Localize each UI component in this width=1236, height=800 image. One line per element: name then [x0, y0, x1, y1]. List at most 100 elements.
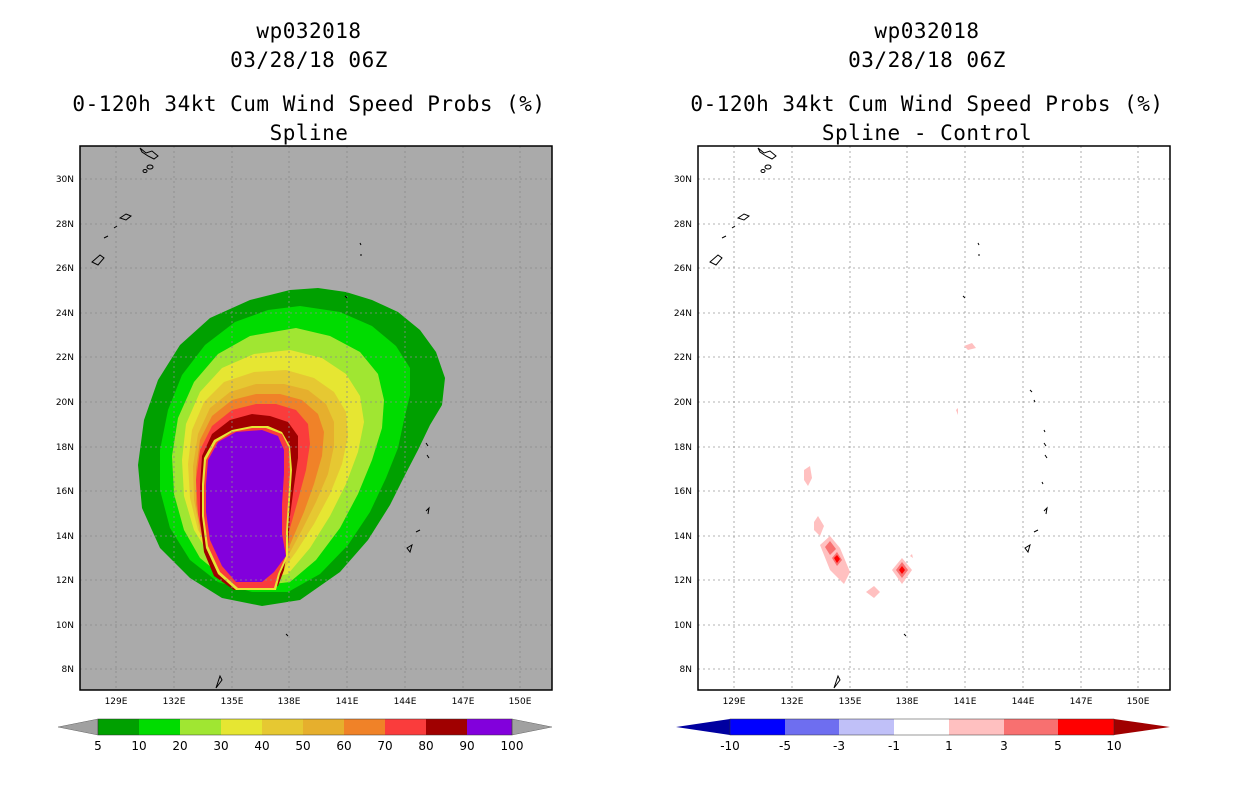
lat-labels: 8N 10N 12N 14N 16N 18N 20N 22N 24N 26N 2…: [56, 175, 74, 675]
lon-label: 138E: [896, 697, 919, 707]
lon-label: 135E: [839, 697, 862, 707]
lat-label: 22N: [56, 353, 74, 363]
colorbar-tick-label: 80: [418, 739, 433, 753]
colorbar-swatch: [385, 719, 426, 735]
lat-label: 16N: [56, 487, 74, 497]
variant-title: Spline: [269, 121, 349, 145]
lon-label: 144E: [394, 697, 417, 707]
lon-label: 132E: [163, 697, 186, 707]
colorbar-end-low: [676, 719, 730, 735]
lat-label: 8N: [680, 665, 692, 675]
colorbar-swatch: [262, 719, 303, 735]
storm-id: wp032018: [256, 19, 362, 43]
colorbar-swatch: [139, 719, 180, 735]
lat-label: 26N: [56, 264, 74, 274]
left-map: 8N 10N 12N 14N 16N 18N 20N 22N 24N 26N 2…: [56, 145, 553, 753]
colorbar: [676, 718, 1170, 736]
lat-label: 20N: [674, 398, 692, 408]
lon-label: 141E: [954, 697, 977, 707]
diff-blob: [964, 343, 976, 350]
lat-label: 22N: [674, 353, 692, 363]
lat-label: 20N: [56, 398, 74, 408]
colorbar-tick-label: 1: [945, 739, 953, 753]
lon-label: 141E: [336, 697, 359, 707]
lat-label: 18N: [674, 443, 692, 453]
colorbar-swatch: [1058, 719, 1114, 735]
lon-label: 135E: [221, 697, 244, 707]
colorbar-ticks: -10 -5 -3 -1 1 3 5 10: [720, 739, 1121, 753]
lon-label: 147E: [452, 697, 475, 707]
colorbar-swatch: [894, 719, 949, 735]
colorbar: [57, 718, 553, 736]
colorbar-swatch: [98, 719, 139, 735]
coastlines: [91, 147, 430, 689]
diff-blob: [814, 516, 824, 536]
lat-labels: 8N 10N 12N 14N 16N 18N 20N 22N 24N 26N 2…: [674, 175, 692, 675]
variant-title: Spline - Control: [821, 121, 1033, 145]
lat-label: 28N: [56, 220, 74, 230]
lat-label: 10N: [56, 621, 74, 631]
lat-label: 10N: [674, 621, 692, 631]
colorbar-swatch: [785, 719, 839, 735]
lon-label: 150E: [509, 697, 532, 707]
diff-blob: [910, 554, 913, 558]
lat-label: 12N: [674, 576, 692, 586]
lat-label: 28N: [674, 220, 692, 230]
lon-label: 138E: [278, 697, 301, 707]
lon-labels: 129E 132E 135E 138E 141E 144E 147E 150E: [723, 697, 1150, 707]
colorbar-tick-label: -10: [720, 739, 740, 753]
colorbar-swatch: [730, 719, 785, 735]
lat-label: 30N: [674, 175, 692, 185]
colorbar-end-high: [511, 718, 553, 736]
colorbar-tick-label: 3: [1000, 739, 1008, 753]
lat-label: 24N: [674, 309, 692, 319]
colorbar-swatch: [949, 719, 1004, 735]
colorbar-swatch: [1004, 719, 1058, 735]
colorbar-swatch: [303, 719, 344, 735]
product-title: 0-120h 34kt Cum Wind Speed Probs (%): [72, 92, 546, 116]
right-map: 8N 10N 12N 14N 16N 18N 20N 22N 24N 26N 2…: [674, 145, 1171, 753]
lat-label: 14N: [674, 532, 692, 542]
colorbar-tick-label: 10: [1106, 739, 1121, 753]
right-panel: wp032018 03/28/18 06Z 0-120h 34kt Cum Wi…: [618, 0, 1236, 800]
colorbar-tick-label: 5: [1054, 739, 1062, 753]
left-panel: wp032018 03/28/18 06Z 0-120h 34kt Cum Wi…: [56, 19, 553, 753]
diff-blob: [834, 555, 840, 563]
diff-blob: [866, 586, 880, 598]
difference-contours: [804, 343, 976, 598]
lon-label: 144E: [1012, 697, 1035, 707]
colorbar-swatch: [344, 719, 385, 735]
product-title: 0-120h 34kt Cum Wind Speed Probs (%): [690, 92, 1164, 116]
lon-label: 132E: [781, 697, 804, 707]
colorbar-end-high: [1114, 719, 1170, 735]
colorbar-swatch: [467, 719, 512, 735]
colorbar-swatch: [839, 719, 894, 735]
colorbar-swatch: [426, 719, 467, 735]
colorbar-tick-label: -5: [779, 739, 791, 753]
colorbar-tick-label: 10: [131, 739, 146, 753]
diff-blob: [899, 566, 905, 574]
diff-blob: [956, 408, 958, 415]
colorbar-tick-label: -1: [888, 739, 900, 753]
lat-label: 24N: [56, 309, 74, 319]
probability-contours: [138, 288, 445, 606]
lon-label: 129E: [723, 697, 746, 707]
diff-blob: [825, 541, 836, 555]
lat-label: 30N: [56, 175, 74, 185]
colorbar-tick-label: -3: [833, 739, 845, 753]
map-frame: [79, 145, 553, 691]
colorbar-tick-label: 70: [377, 739, 392, 753]
map-background: [698, 146, 1170, 690]
colorbar-tick-label: 50: [295, 739, 310, 753]
grid-lines: [80, 146, 552, 690]
colorbar-swatch: [180, 719, 221, 735]
lat-label: 18N: [56, 443, 74, 453]
lon-label: 147E: [1070, 697, 1093, 707]
colorbar-swatch: [221, 719, 262, 735]
colorbar-end-low: [57, 718, 99, 736]
datetime: 03/28/18 06Z: [230, 48, 388, 72]
grid-lines: [698, 146, 1170, 690]
lon-label: 129E: [105, 697, 128, 707]
storm-id: wp032018: [874, 19, 980, 43]
colorbar-tick-label: 40: [254, 739, 269, 753]
